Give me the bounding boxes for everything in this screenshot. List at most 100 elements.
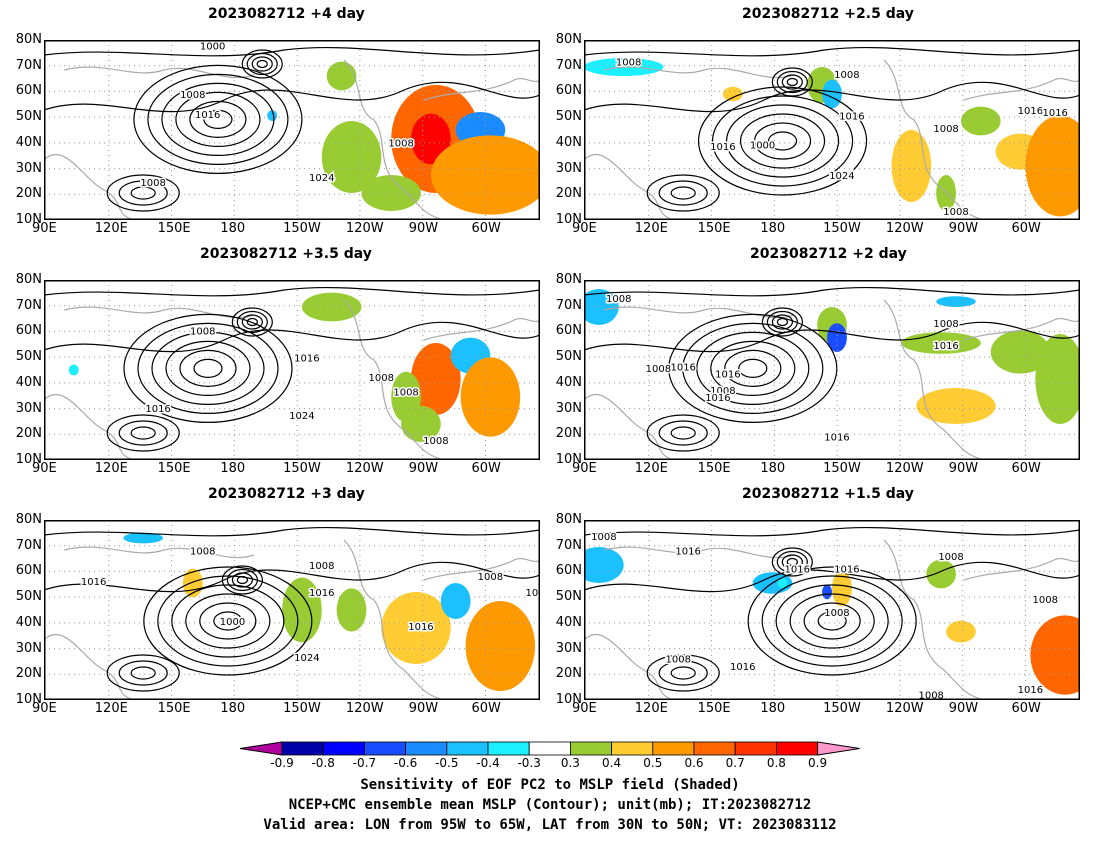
mslp-contour <box>130 666 156 680</box>
mslp-contour <box>246 317 258 327</box>
coastline <box>343 59 445 220</box>
mslp-contour <box>130 426 156 440</box>
mslp-contour <box>817 611 847 631</box>
colorbar-tick-label: -0.3 <box>517 756 541 770</box>
mslp-contour <box>151 331 265 406</box>
mslp-contour <box>753 122 812 160</box>
lon-label: 150W <box>283 701 321 716</box>
lat-label: 40N <box>15 614 42 630</box>
lat-label: 70N <box>555 297 582 313</box>
lat-label: 70N <box>15 57 42 73</box>
mslp-contour <box>803 602 861 640</box>
lat-label: 10N <box>555 212 582 227</box>
contour-label: 1016 <box>195 110 220 121</box>
lon-label: 120E <box>634 701 668 716</box>
lat-label: 60N <box>555 563 582 579</box>
mslp-contour <box>786 557 798 567</box>
contour-label: 1008 <box>591 532 616 543</box>
mslp-contour <box>696 331 810 406</box>
lon-label: 120E <box>94 221 128 236</box>
contour-label: 1016 <box>730 662 755 673</box>
coastline <box>423 557 540 581</box>
lon-label: 150E <box>157 461 191 476</box>
sensitivity-shading <box>465 601 536 691</box>
contour-label: 1016 <box>933 341 958 352</box>
mslp-contour <box>147 73 289 166</box>
mslp-contour <box>646 654 720 692</box>
mslp-contour <box>44 46 540 57</box>
coastline <box>584 393 675 460</box>
mslp-contour <box>646 414 720 452</box>
map-panel: 1000 1008 1016 1024 1008 1008 <box>44 40 540 220</box>
mslp-contour <box>179 349 237 388</box>
lon-label: 90W <box>408 701 439 716</box>
lon-label: 60W <box>471 701 501 716</box>
coastline <box>963 557 1080 581</box>
colorbar-tick-label: -0.6 <box>393 756 418 770</box>
coastline <box>584 153 675 220</box>
sensitivity-shading <box>381 592 451 664</box>
lon-label: 150E <box>697 461 731 476</box>
panel-title-1.5day: 2023082712 +1.5 day <box>742 486 914 502</box>
mslp-contour <box>584 46 1080 57</box>
mslp-contour <box>761 575 903 667</box>
mslp-contour <box>118 660 168 686</box>
mslp-contour <box>668 313 838 424</box>
lon-label: 90W <box>948 221 979 236</box>
contour-label: 1008 <box>388 139 413 150</box>
mslp-contour <box>682 322 824 415</box>
coastline <box>883 59 985 220</box>
contour-label: 1008 <box>140 178 165 189</box>
lon-label: 150W <box>823 221 861 236</box>
lon-label: 90E <box>572 701 597 716</box>
coastline <box>343 539 445 700</box>
sensitivity-shading <box>1030 615 1080 695</box>
contour-label: 1016 <box>309 588 334 599</box>
mslp-contour <box>189 100 247 139</box>
lat-label: 30N <box>15 400 42 416</box>
colorbar-min-arrow <box>240 741 283 756</box>
mslp-contour <box>106 654 180 692</box>
lon-label: 180 <box>220 461 246 476</box>
lat-label: 30N <box>15 160 42 176</box>
contour-label: 1008 <box>1033 595 1058 606</box>
lon-label: 120E <box>634 221 668 236</box>
lon-label: 180 <box>220 221 246 236</box>
lat-label: 50N <box>15 109 42 125</box>
sensitivity-shading <box>936 296 976 307</box>
colorbar-tick-label: -0.8 <box>311 756 335 770</box>
colorbar-box <box>281 741 324 756</box>
lon-label: 90E <box>572 221 597 236</box>
caption-line-1: Sensitivity of EOF PC2 to MSLP field (Sh… <box>360 777 740 793</box>
lat-label: 50N <box>15 589 42 605</box>
contour-label: 1008 <box>423 436 448 447</box>
colorbar <box>240 741 860 756</box>
colorbar-box <box>776 741 819 756</box>
colorbar-tick-label: 0.5 <box>643 756 663 770</box>
lat-label: 80N <box>555 512 582 527</box>
sensitivity-shading <box>267 110 278 121</box>
colorbar-tick-label: -0.5 <box>435 756 459 770</box>
sensitivity-shading <box>401 406 441 442</box>
mslp-contour <box>175 91 261 148</box>
map-frame <box>44 520 540 700</box>
contour-label: 1008 <box>190 326 215 337</box>
colorbar-tick-label: -0.9 <box>270 756 294 770</box>
lon-label: 120W <box>885 461 924 476</box>
map-frame <box>44 40 540 220</box>
sensitivity-shading <box>891 130 932 202</box>
contour-label: 1008 <box>478 572 503 583</box>
colorbar-box <box>487 741 530 756</box>
contour-label: 1008 <box>943 207 968 218</box>
lat-label: 30N <box>15 640 42 656</box>
lon-label: 90W <box>408 461 439 476</box>
sensitivity-shading <box>960 106 1001 136</box>
sensitivity-shading <box>822 584 832 600</box>
contour-label: 1008 <box>666 655 691 666</box>
sensitivity-shading <box>722 86 743 102</box>
lat-label: 50N <box>555 109 582 125</box>
colorbar-box <box>693 741 736 756</box>
sensitivity-shading <box>336 588 367 632</box>
sensitivity-shading <box>990 330 1051 374</box>
mslp-contour <box>584 526 1080 537</box>
